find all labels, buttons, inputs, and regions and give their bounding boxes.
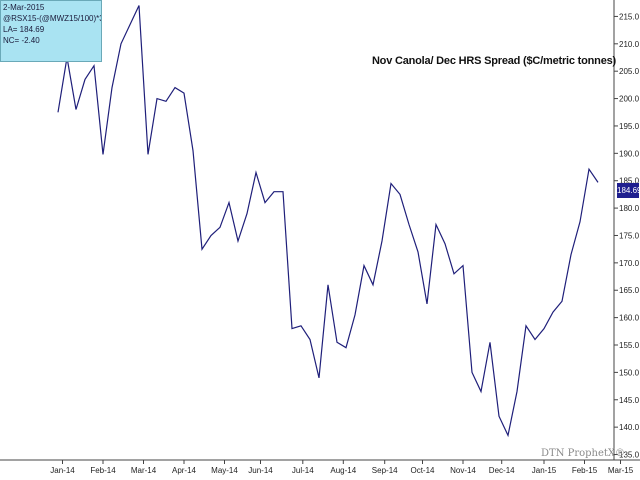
x-tick-label: Sep-14 — [372, 466, 398, 475]
x-tick-label: Mar-15 — [608, 466, 634, 475]
x-tick-label: Apr-14 — [172, 466, 197, 475]
info-symbol: @RSX15-(@MWZ15/100)*36.744 — [3, 14, 101, 23]
x-tick-label: May-14 — [211, 466, 238, 475]
y-tick-label: 165.0 — [619, 286, 640, 295]
x-tick-label: Mar-14 — [131, 466, 157, 475]
y-tick-label: 140.0 — [619, 423, 640, 432]
y-tick-label: 150.0 — [619, 368, 640, 377]
y-tick-label: 190.0 — [619, 149, 640, 158]
x-tick-label: Jan-14 — [50, 466, 75, 475]
x-tick-label: Jun-14 — [248, 466, 273, 475]
y-axis-ticks: 135.0 140.0 145.0 150.0 155.0 160.0 165.0 170.0… — [614, 12, 640, 460]
y-tick-label: 145.0 — [619, 396, 640, 405]
y-tick-label: 210.0 — [619, 40, 640, 49]
x-axis-ticks: Nov-13Jan-14Feb-14Mar-14Apr-14May-14Jun-… — [50, 460, 634, 475]
y-tick-label: 175.0 — [619, 231, 640, 240]
plot-area — [0, 0, 614, 460]
y-tick-label: 155.0 — [619, 341, 640, 350]
x-tick-label: Feb-15 — [572, 466, 598, 475]
y-tick-label: 170.0 — [619, 259, 640, 268]
chart-title: Nov Canola/ Dec HRS Spread ($C/metric to… — [371, 55, 616, 67]
y-tick-label: 215.0 — [619, 12, 640, 21]
x-tick-label: Feb-14 — [90, 466, 116, 475]
x-tick-label: Aug-14 — [330, 466, 356, 475]
last-value-box: 184.69 — [617, 183, 640, 198]
y-tick-label: 135.0 — [619, 451, 640, 460]
info-date: 2-Mar-2015 — [3, 3, 45, 12]
y-tick-label: 160.0 — [619, 314, 640, 323]
x-tick-label: Dec-14 — [489, 466, 515, 475]
info-last: LA= 184.69 — [3, 25, 45, 34]
y-tick-label: 185.0 — [619, 177, 640, 186]
x-tick-label: Nov-14 — [450, 466, 476, 475]
x-tick-label: Jul-14 — [292, 466, 314, 475]
y-tick-label: 180.0 — [619, 204, 640, 213]
y-tick-label: 205.0 — [619, 67, 640, 76]
x-tick-label: Jan-15 — [532, 466, 557, 475]
x-tick-label: Oct-14 — [410, 466, 435, 475]
symbol-info-box: 2-Mar-2015 @RSX15-(@MWZ15/100)*36.744 LA… — [0, 0, 102, 62]
y-tick-label: 200.0 — [619, 95, 640, 104]
spread-series-line — [57, 5, 599, 438]
watermark: DTN ProphetX® — [541, 448, 626, 459]
info-net-change: NC= -2.40 — [3, 36, 40, 45]
y-tick-label: 195.0 — [619, 122, 640, 131]
